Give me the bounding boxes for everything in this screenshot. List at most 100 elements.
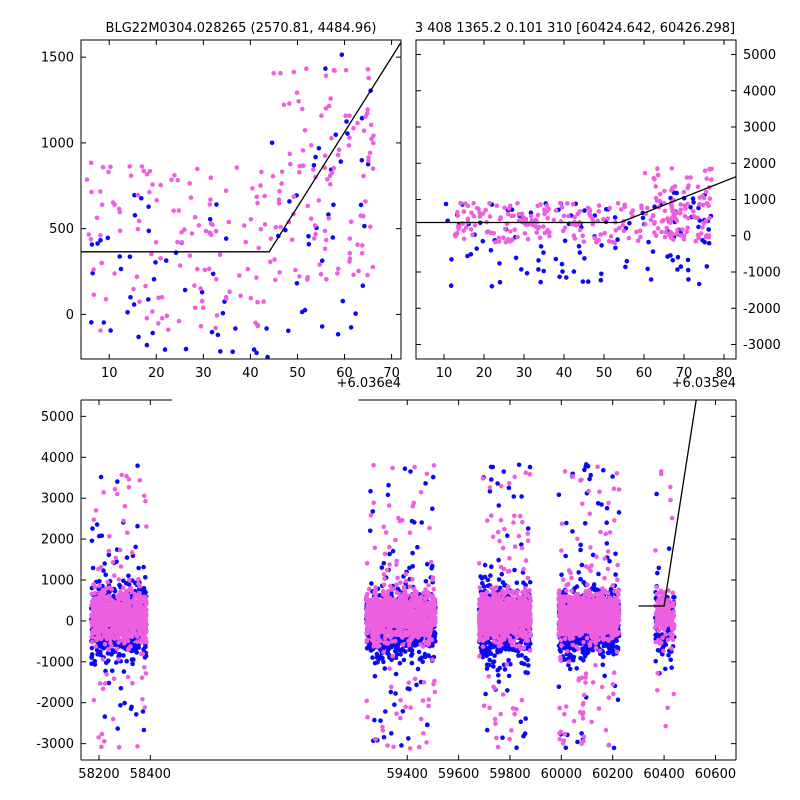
data-point bbox=[497, 279, 503, 285]
data-point bbox=[680, 227, 685, 232]
data-point bbox=[463, 225, 469, 230]
data-point bbox=[620, 223, 626, 228]
data-point bbox=[693, 238, 698, 244]
data-point bbox=[347, 251, 353, 256]
data-point bbox=[273, 225, 279, 230]
data-point bbox=[375, 660, 380, 665]
data-point bbox=[657, 198, 663, 204]
data-point bbox=[153, 260, 158, 265]
data-point bbox=[353, 311, 358, 316]
data-point bbox=[116, 657, 121, 662]
data-point bbox=[537, 235, 543, 240]
data-point bbox=[386, 482, 391, 488]
data-point bbox=[542, 230, 548, 236]
data-point bbox=[576, 570, 581, 575]
data-point bbox=[368, 488, 373, 494]
data-point bbox=[502, 667, 508, 672]
data-point bbox=[571, 269, 577, 274]
data-point bbox=[127, 254, 133, 259]
data-point bbox=[702, 168, 708, 174]
data-point bbox=[368, 512, 374, 518]
data-point bbox=[94, 522, 100, 527]
data-point bbox=[331, 165, 337, 171]
data-point bbox=[670, 209, 675, 214]
data-point bbox=[605, 650, 611, 656]
data-point bbox=[131, 619, 136, 624]
data-point bbox=[575, 739, 580, 745]
data-point bbox=[132, 629, 137, 635]
data-point bbox=[516, 462, 522, 468]
data-point bbox=[370, 655, 375, 660]
data-point bbox=[264, 326, 269, 331]
data-point bbox=[326, 212, 331, 217]
data-point bbox=[278, 70, 283, 76]
data-point bbox=[331, 67, 337, 73]
data-point bbox=[484, 666, 490, 671]
data-point bbox=[652, 220, 657, 225]
data-point bbox=[102, 641, 108, 647]
data-point bbox=[110, 560, 116, 565]
data-point bbox=[655, 172, 661, 178]
data-point bbox=[92, 597, 97, 603]
data-point bbox=[666, 652, 671, 658]
data-point bbox=[112, 621, 117, 626]
data-point bbox=[117, 254, 122, 259]
data-point bbox=[323, 73, 329, 79]
data-point bbox=[143, 622, 148, 627]
data-point bbox=[523, 716, 528, 721]
data-point bbox=[134, 650, 139, 655]
data-point bbox=[207, 202, 213, 207]
data-point bbox=[98, 642, 103, 647]
data-point bbox=[414, 682, 419, 688]
data-point bbox=[124, 555, 130, 560]
data-point bbox=[98, 328, 103, 333]
data-point bbox=[109, 668, 115, 674]
data-point bbox=[135, 523, 140, 529]
data-point bbox=[528, 210, 534, 215]
data-point bbox=[286, 328, 291, 334]
data-point bbox=[277, 270, 282, 275]
data-point bbox=[98, 649, 103, 655]
data-point bbox=[516, 653, 521, 658]
data-point bbox=[179, 240, 185, 245]
data-point bbox=[559, 205, 565, 210]
data-point bbox=[258, 226, 264, 232]
data-point bbox=[359, 115, 365, 121]
data-point bbox=[449, 257, 454, 262]
data-point bbox=[472, 223, 478, 228]
data-point bbox=[487, 489, 493, 494]
data-point bbox=[528, 641, 533, 647]
data-point bbox=[100, 164, 106, 170]
data-point bbox=[276, 197, 282, 202]
data-point bbox=[477, 210, 482, 216]
data-point bbox=[142, 597, 148, 603]
data-point bbox=[489, 284, 495, 289]
data-point bbox=[91, 267, 96, 272]
data-point bbox=[381, 572, 387, 577]
data-point bbox=[106, 552, 112, 558]
data-point bbox=[340, 298, 346, 304]
data-point bbox=[159, 295, 165, 300]
data-point bbox=[394, 711, 399, 716]
data-point bbox=[572, 214, 577, 220]
data-point bbox=[455, 209, 460, 215]
data-point bbox=[667, 232, 672, 238]
data-point bbox=[495, 481, 500, 486]
data-point bbox=[359, 158, 365, 163]
data-point bbox=[158, 182, 163, 188]
data-point bbox=[525, 526, 531, 531]
data-point bbox=[137, 299, 142, 305]
panel-full-lightcurve: 58200 58400 59400 59600 59800 60000 60200 60400… bbox=[36, 399, 737, 782]
data-point bbox=[116, 577, 122, 582]
data-point bbox=[519, 494, 524, 499]
data-point bbox=[162, 347, 168, 352]
data-point bbox=[523, 216, 529, 222]
data-point bbox=[657, 191, 663, 197]
panel-zoom-left-frame bbox=[80, 39, 402, 360]
data-point bbox=[97, 579, 102, 584]
panel-zoom-left-title: BLG22M0304.028265 (2570.81, 4484.96) bbox=[106, 21, 377, 36]
data-point bbox=[347, 113, 352, 118]
data-point bbox=[102, 612, 108, 617]
data-point bbox=[262, 193, 267, 199]
